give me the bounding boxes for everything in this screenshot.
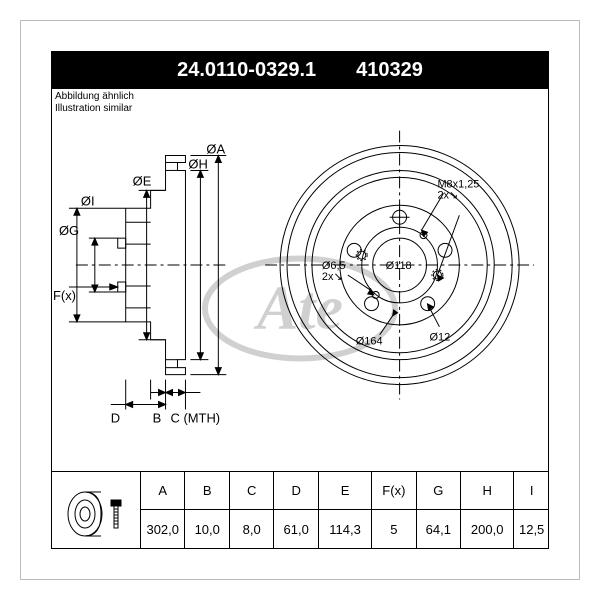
spec-col-fx: F(x)5 [372, 472, 416, 549]
spec-col-g: G64,1 [417, 472, 461, 549]
technical-drawing: ØI ØG F(x) ØE ØH ØA D B C (MTH) [51, 89, 549, 471]
spec-col-d: D61,0 [274, 472, 318, 549]
spec-value: 61,0 [274, 510, 317, 549]
svg-text:C (MTH): C (MTH) [171, 410, 221, 425]
svg-text:ØA: ØA [206, 142, 225, 157]
svg-text:2x↘: 2x↘ [437, 189, 458, 201]
svg-text:B: B [153, 410, 162, 425]
part-number: 24.0110-0329.1 [177, 59, 316, 82]
product-card: 24.0110-0329.1 410329 Abbildung ähnlich … [20, 20, 580, 580]
svg-text:Ø12: Ø12 [429, 332, 450, 344]
spec-col-a: A302,0 [141, 472, 185, 549]
spec-icon [51, 472, 141, 549]
spec-value: 200,0 [461, 510, 513, 549]
alt-number: 410329 [356, 59, 423, 82]
spec-header: G [417, 472, 460, 510]
spec-header: B [185, 472, 228, 510]
svg-text:Ø118: Ø118 [386, 260, 412, 272]
spec-header: H [461, 472, 513, 510]
spec-header: D [274, 472, 317, 510]
svg-text:F(x): F(x) [53, 288, 76, 303]
svg-text:2x↘: 2x↘ [322, 271, 343, 283]
spec-value: 5 [372, 510, 415, 549]
spec-value: 8,0 [230, 510, 273, 549]
spec-table: A302,0B10,0C8,0D61,0E114,3F(x)5G64,1H200… [51, 471, 549, 549]
spec-col-i: I12,5 [514, 472, 549, 549]
spec-value: 302,0 [141, 510, 184, 549]
front-view-labels: Ø118 M8x1,25 2x↘ Ø6,5 2x↘ Ø164 Ø12 [322, 178, 479, 347]
spec-header: I [514, 472, 549, 510]
svg-text:ØE: ØE [133, 173, 152, 188]
svg-text:ØG: ØG [59, 223, 79, 238]
svg-text:ØH: ØH [188, 156, 207, 171]
spec-columns: A302,0B10,0C8,0D61,0E114,3F(x)5G64,1H200… [141, 472, 549, 549]
spec-value: 114,3 [319, 510, 371, 549]
side-view-labels: ØI ØG F(x) ØE ØH ØA D B C (MTH) [53, 142, 225, 426]
spec-header: A [141, 472, 184, 510]
svg-text:Ø164: Ø164 [356, 336, 383, 348]
spec-header: E [319, 472, 371, 510]
spec-value: 12,5 [514, 510, 549, 549]
spec-col-c: C8,0 [230, 472, 274, 549]
svg-text:D: D [111, 410, 120, 425]
svg-text:ØI: ØI [81, 193, 95, 208]
spec-header: F(x) [372, 472, 415, 510]
spec-col-e: E114,3 [319, 472, 372, 549]
spec-value: 10,0 [185, 510, 228, 549]
spec-header: C [230, 472, 273, 510]
spec-col-h: H200,0 [461, 472, 514, 549]
spec-col-b: B10,0 [185, 472, 229, 549]
title-bar: 24.0110-0329.1 410329 [51, 51, 549, 89]
spec-value: 64,1 [417, 510, 460, 549]
